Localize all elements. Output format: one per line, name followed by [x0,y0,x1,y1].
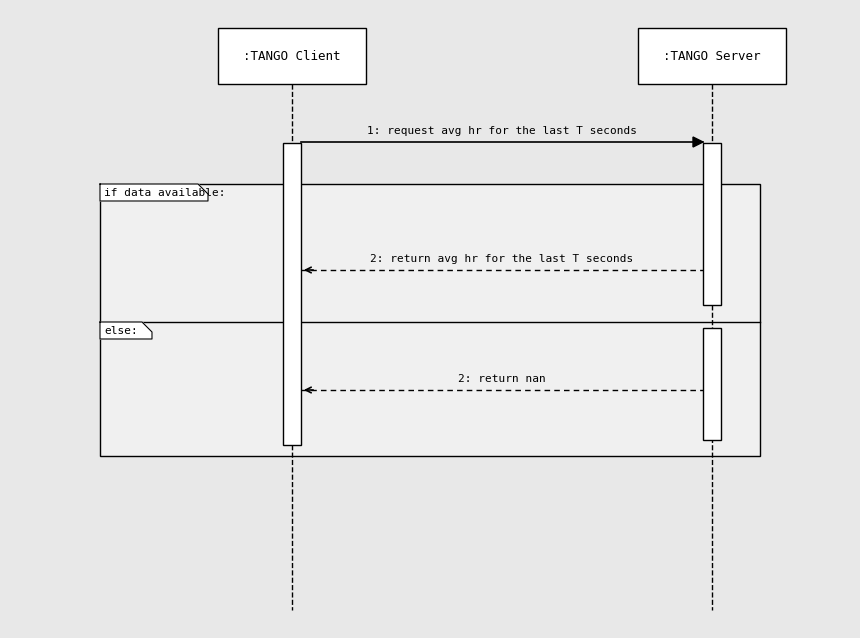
Bar [638,28,786,84]
Text: :TANGO Client: :TANGO Client [243,50,341,63]
Text: 1: request avg hr for the last T seconds: 1: request avg hr for the last T seconds [367,126,637,136]
Bar [703,328,721,440]
Polygon shape [693,137,703,147]
Text: else:: else: [104,326,138,336]
Bar [218,28,366,84]
Bar [100,184,760,456]
Bar [703,143,721,305]
Text: 2: return nan: 2: return nan [458,374,546,384]
Polygon shape [100,322,152,339]
Text: :TANGO Server: :TANGO Server [663,50,761,63]
Bar [100,184,760,322]
Text: 2: return avg hr for the last T seconds: 2: return avg hr for the last T seconds [371,254,634,264]
Text: if data available:: if data available: [104,188,225,198]
Bar [283,143,301,445]
Polygon shape [100,184,208,201]
Bar [100,322,760,456]
